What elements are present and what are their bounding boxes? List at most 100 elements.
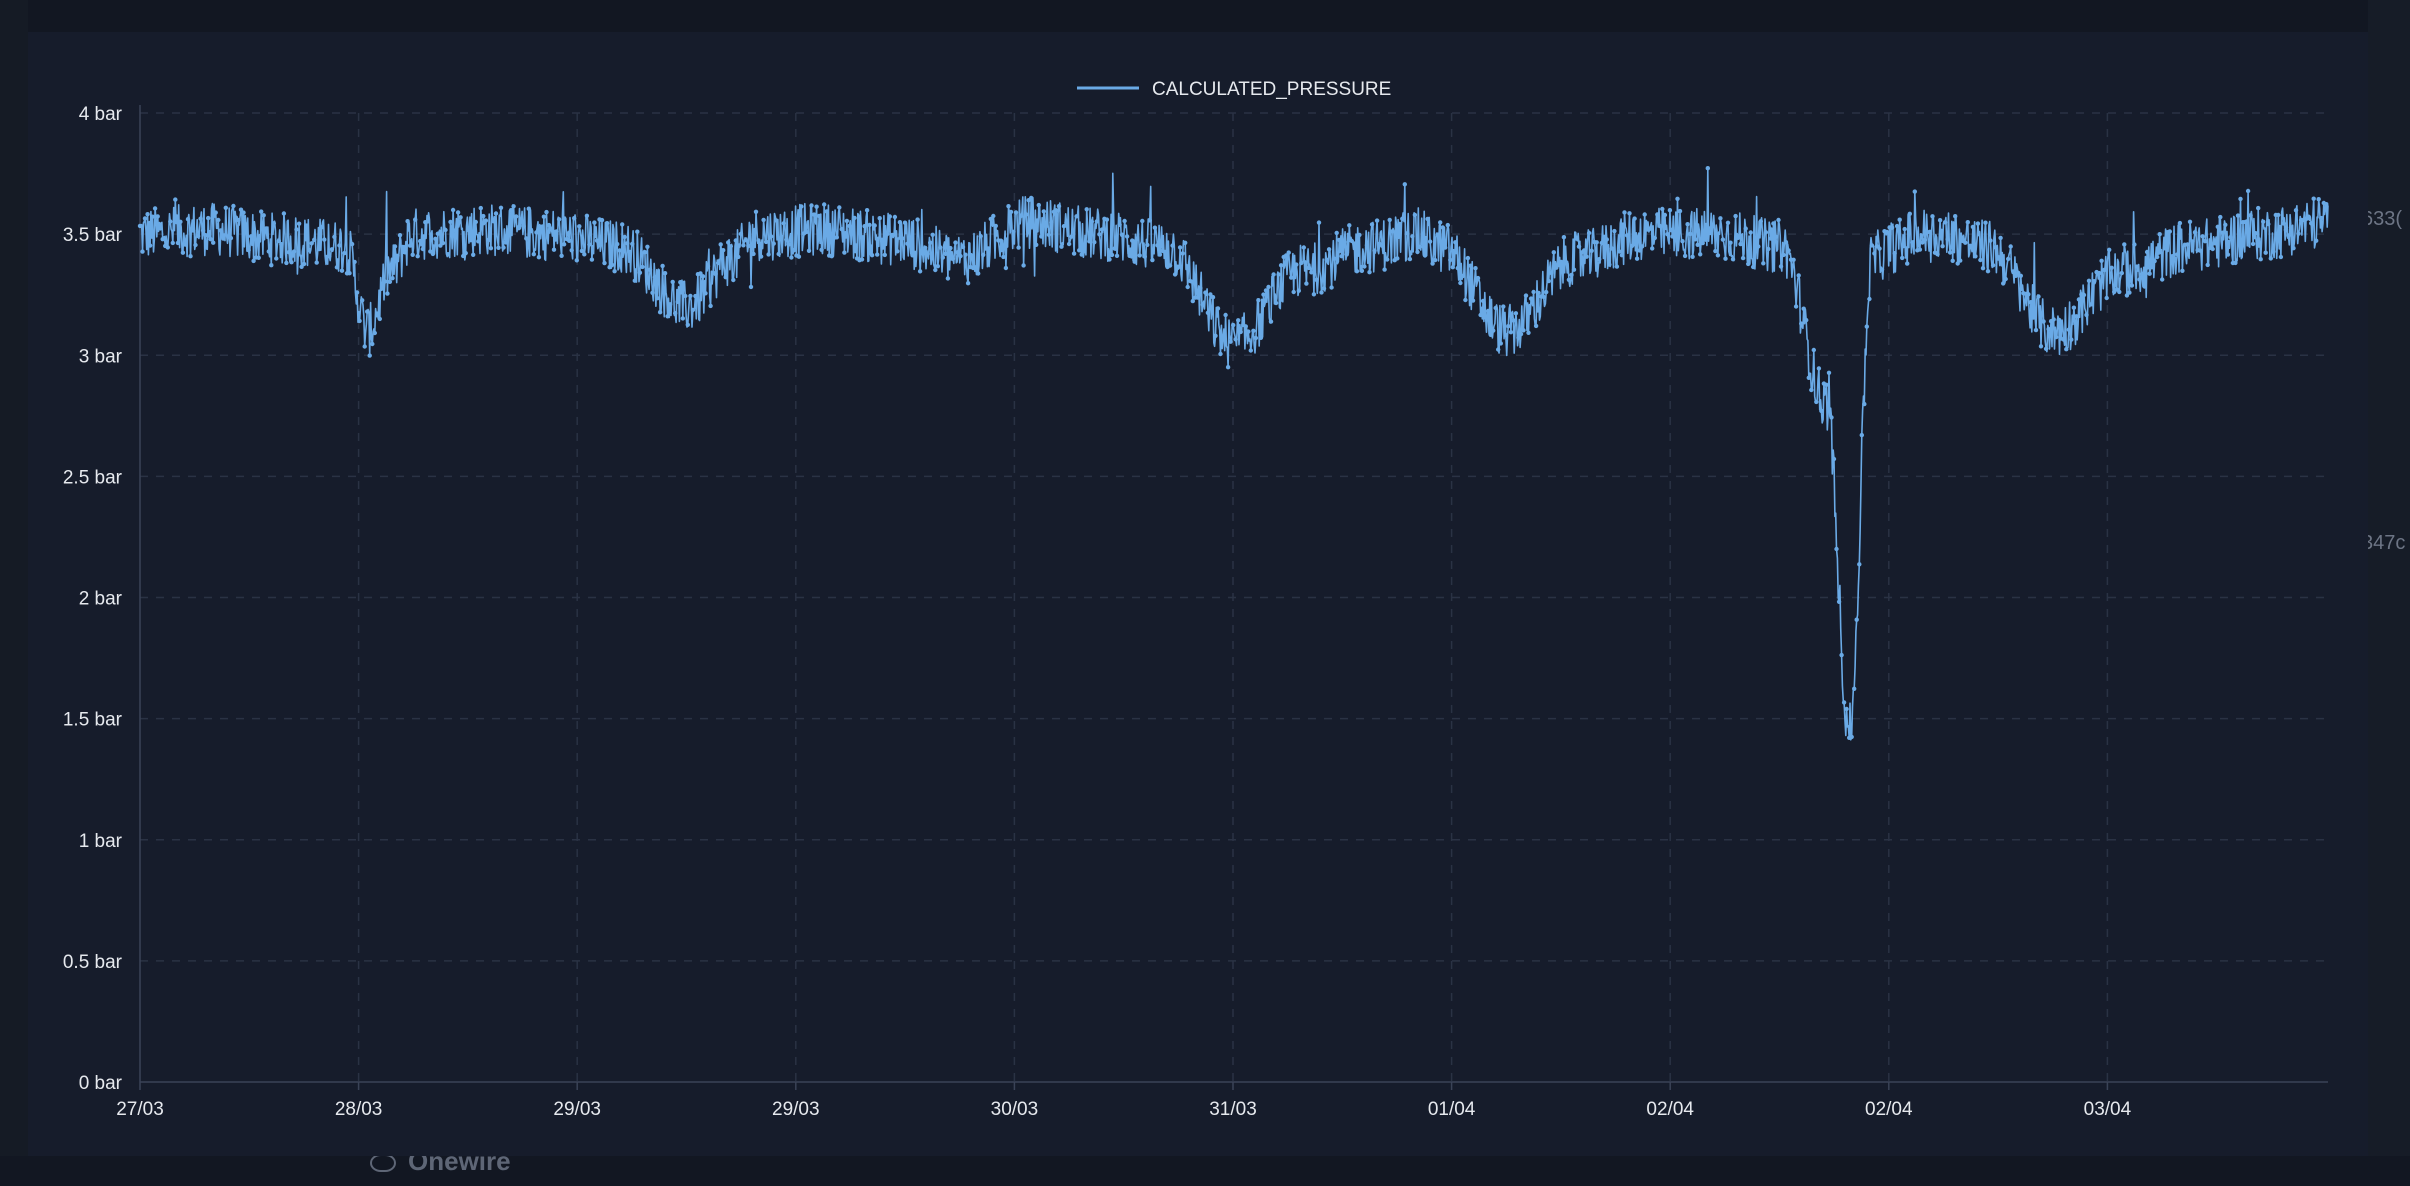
data-point bbox=[455, 210, 461, 215]
data-point bbox=[1844, 706, 1849, 712]
data-point bbox=[1632, 216, 1637, 221]
series-calculated-pressure bbox=[137, 166, 2329, 741]
data-point bbox=[488, 246, 494, 251]
data-point bbox=[814, 204, 819, 209]
data-point bbox=[2250, 241, 2256, 247]
data-point bbox=[1170, 243, 1175, 248]
data-point bbox=[2006, 256, 2011, 262]
data-point bbox=[2147, 271, 2152, 276]
data-point bbox=[1029, 195, 1034, 201]
data-point bbox=[1841, 700, 1847, 705]
data-point bbox=[1205, 310, 1211, 315]
data-point bbox=[816, 213, 822, 219]
data-point bbox=[1748, 230, 1753, 235]
data-point bbox=[1516, 335, 1521, 340]
data-point bbox=[2172, 256, 2177, 261]
data-point bbox=[1531, 289, 1536, 295]
data-point bbox=[781, 221, 786, 226]
data-point bbox=[1006, 204, 1011, 209]
data-point bbox=[1142, 254, 1148, 259]
data-point bbox=[1498, 341, 1504, 346]
data-point bbox=[1973, 254, 1978, 259]
data-point bbox=[2061, 337, 2066, 342]
data-point bbox=[1228, 339, 1233, 344]
data-point bbox=[2013, 273, 2019, 278]
data-point bbox=[726, 240, 731, 245]
data-point bbox=[680, 316, 685, 321]
data-point bbox=[1258, 335, 1264, 340]
data-point bbox=[1771, 221, 1776, 226]
data-point bbox=[2190, 239, 2195, 244]
data-point bbox=[1185, 284, 1190, 290]
data-point bbox=[1958, 258, 1963, 263]
data-point bbox=[1190, 298, 1196, 304]
data-point bbox=[1725, 220, 1731, 225]
data-point bbox=[2096, 270, 2102, 276]
data-point bbox=[463, 250, 468, 256]
data-point bbox=[1485, 308, 1491, 314]
data-point bbox=[1872, 251, 1877, 256]
data-point bbox=[1662, 212, 1668, 218]
data-point bbox=[652, 274, 658, 280]
data-point bbox=[1213, 333, 1218, 338]
data-point bbox=[2288, 225, 2294, 230]
data-point bbox=[1650, 246, 1655, 251]
data-point bbox=[213, 210, 218, 215]
data-point bbox=[392, 244, 398, 249]
data-point bbox=[1367, 270, 1372, 275]
data-point bbox=[1445, 222, 1451, 228]
data-point bbox=[1150, 257, 1155, 263]
data-point bbox=[1231, 322, 1236, 328]
data-point bbox=[2155, 254, 2160, 260]
data-point bbox=[1665, 232, 1670, 237]
data-point bbox=[1311, 292, 1317, 297]
data-point bbox=[2076, 297, 2082, 302]
data-point bbox=[241, 210, 246, 215]
data-point bbox=[1667, 208, 1673, 213]
data-point bbox=[1508, 330, 1514, 335]
data-point bbox=[2238, 196, 2243, 202]
data-point bbox=[2089, 302, 2094, 307]
data-point bbox=[1440, 225, 1445, 230]
data-point bbox=[844, 218, 850, 224]
data-point bbox=[988, 216, 993, 222]
data-point bbox=[2200, 234, 2205, 239]
data-point bbox=[1937, 218, 1943, 223]
data-point bbox=[466, 227, 471, 233]
data-point bbox=[763, 239, 769, 245]
data-point bbox=[1405, 231, 1410, 236]
data-point bbox=[958, 253, 963, 259]
data-point bbox=[435, 231, 441, 236]
data-point bbox=[2324, 202, 2329, 207]
data-point bbox=[998, 238, 1004, 243]
data-point bbox=[516, 226, 521, 231]
data-point bbox=[284, 260, 289, 266]
data-point bbox=[976, 271, 981, 276]
data-point bbox=[486, 237, 491, 243]
data-point bbox=[2081, 292, 2087, 298]
x-tick-label: 30/03 bbox=[991, 1099, 1039, 1120]
data-point bbox=[645, 244, 650, 249]
data-point bbox=[1183, 240, 1188, 245]
data-point bbox=[675, 299, 680, 304]
data-point bbox=[1496, 347, 1501, 352]
y-tick-label: 0 bar bbox=[79, 1073, 123, 1094]
data-point bbox=[1152, 225, 1158, 230]
data-point bbox=[1710, 224, 1716, 229]
data-point bbox=[1082, 249, 1087, 254]
data-point bbox=[2157, 232, 2162, 237]
data-point bbox=[703, 291, 708, 296]
chart-legend[interactable]: CALCULATED_PRESSURE bbox=[1077, 79, 1391, 100]
data-point bbox=[1995, 256, 2001, 261]
data-point bbox=[1703, 237, 1708, 242]
x-axis-ticks: 27/03 28/03 29/03 29/03 30/03 31/03 01/04 02/04… bbox=[116, 1082, 2132, 1120]
data-point bbox=[334, 265, 340, 270]
data-point bbox=[1814, 399, 1819, 405]
data-point bbox=[2074, 314, 2079, 319]
data-point bbox=[158, 226, 163, 231]
data-point bbox=[1326, 247, 1332, 252]
data-point bbox=[1407, 256, 1413, 262]
data-point bbox=[2248, 213, 2253, 218]
data-point bbox=[2296, 231, 2301, 236]
data-point bbox=[387, 279, 393, 284]
